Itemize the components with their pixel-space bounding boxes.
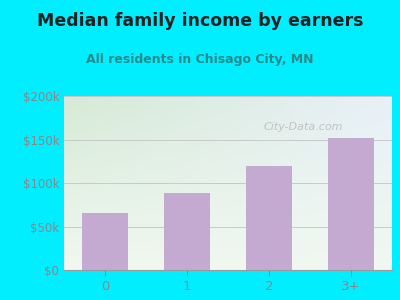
- Text: City-Data.com: City-Data.com: [264, 122, 343, 132]
- Bar: [82, 214, 128, 270]
- Text: Median family income by earners: Median family income by earners: [37, 12, 363, 30]
- Text: All residents in Chisago City, MN: All residents in Chisago City, MN: [86, 53, 314, 67]
- Bar: [164, 194, 210, 270]
- Bar: [328, 138, 374, 270]
- Bar: [246, 166, 292, 270]
